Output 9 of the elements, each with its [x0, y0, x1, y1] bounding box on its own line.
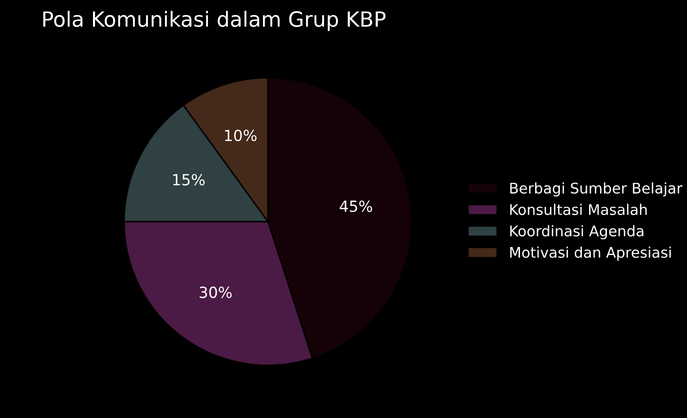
- legend-label: Konsultasi Masalah: [510, 204, 647, 216]
- data-label: 15%: [173, 174, 205, 186]
- data-label: 45%: [340, 200, 372, 212]
- legend-label: Koordinasi Agenda: [510, 225, 644, 240]
- legend-label: Motivasi dan Apresiasi: [510, 246, 671, 261]
- data-label: 10%: [225, 130, 257, 142]
- legend-label: Berbagi Sumber Belajar: [510, 182, 682, 196]
- data-label: 30%: [200, 286, 232, 298]
- chart-title: Pola Komunikasi dalam Grup KBP: [43, 10, 386, 31]
